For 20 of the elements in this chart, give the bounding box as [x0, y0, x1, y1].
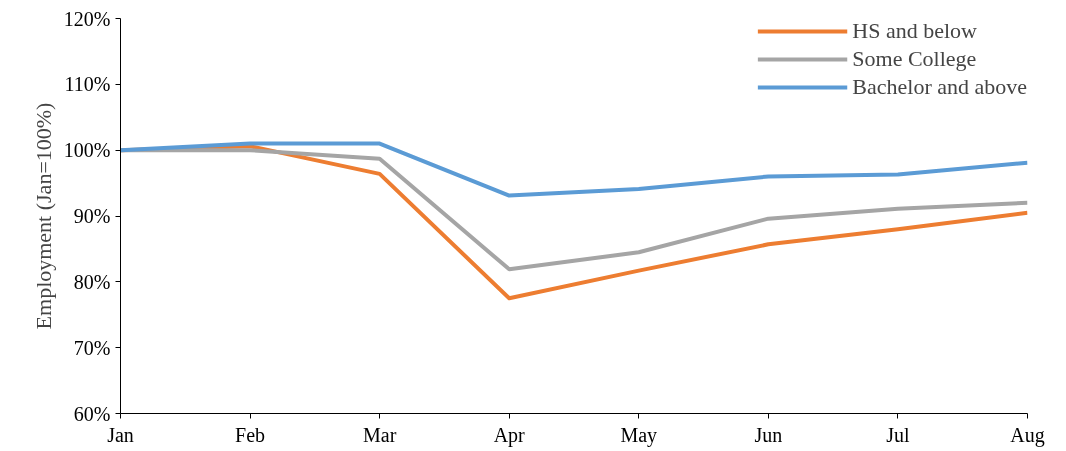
x-tick-label: May	[620, 423, 658, 447]
x-tick-label: Aug	[1010, 423, 1045, 447]
y-tick-label: 100%	[63, 139, 111, 162]
x-tick-label: Jul	[886, 423, 911, 446]
y-tick-label: 60%	[73, 402, 111, 425]
legend-label: Some College	[852, 46, 977, 72]
y-tick-label: 70%	[73, 336, 111, 359]
x-tick-label: Feb	[235, 423, 266, 446]
x-tick-label: Mar	[362, 423, 397, 446]
y-tick-label: 110%	[64, 73, 111, 96]
x-tick-label: Jun	[754, 423, 783, 446]
y-tick-label: 90%	[73, 205, 111, 227]
line-series	[120, 141, 1028, 198]
x-tick-label: Apr	[493, 423, 526, 447]
legend-label: HS and below	[852, 18, 977, 44]
y-tick-label: 120%	[63, 7, 111, 30]
y-tick-label: 80%	[73, 270, 111, 293]
x-tick-label: Jan	[107, 423, 134, 446]
legend-label: Bachelor and above	[852, 74, 1027, 100]
y-axis-title: Employment (Jan=100%)	[30, 102, 56, 330]
